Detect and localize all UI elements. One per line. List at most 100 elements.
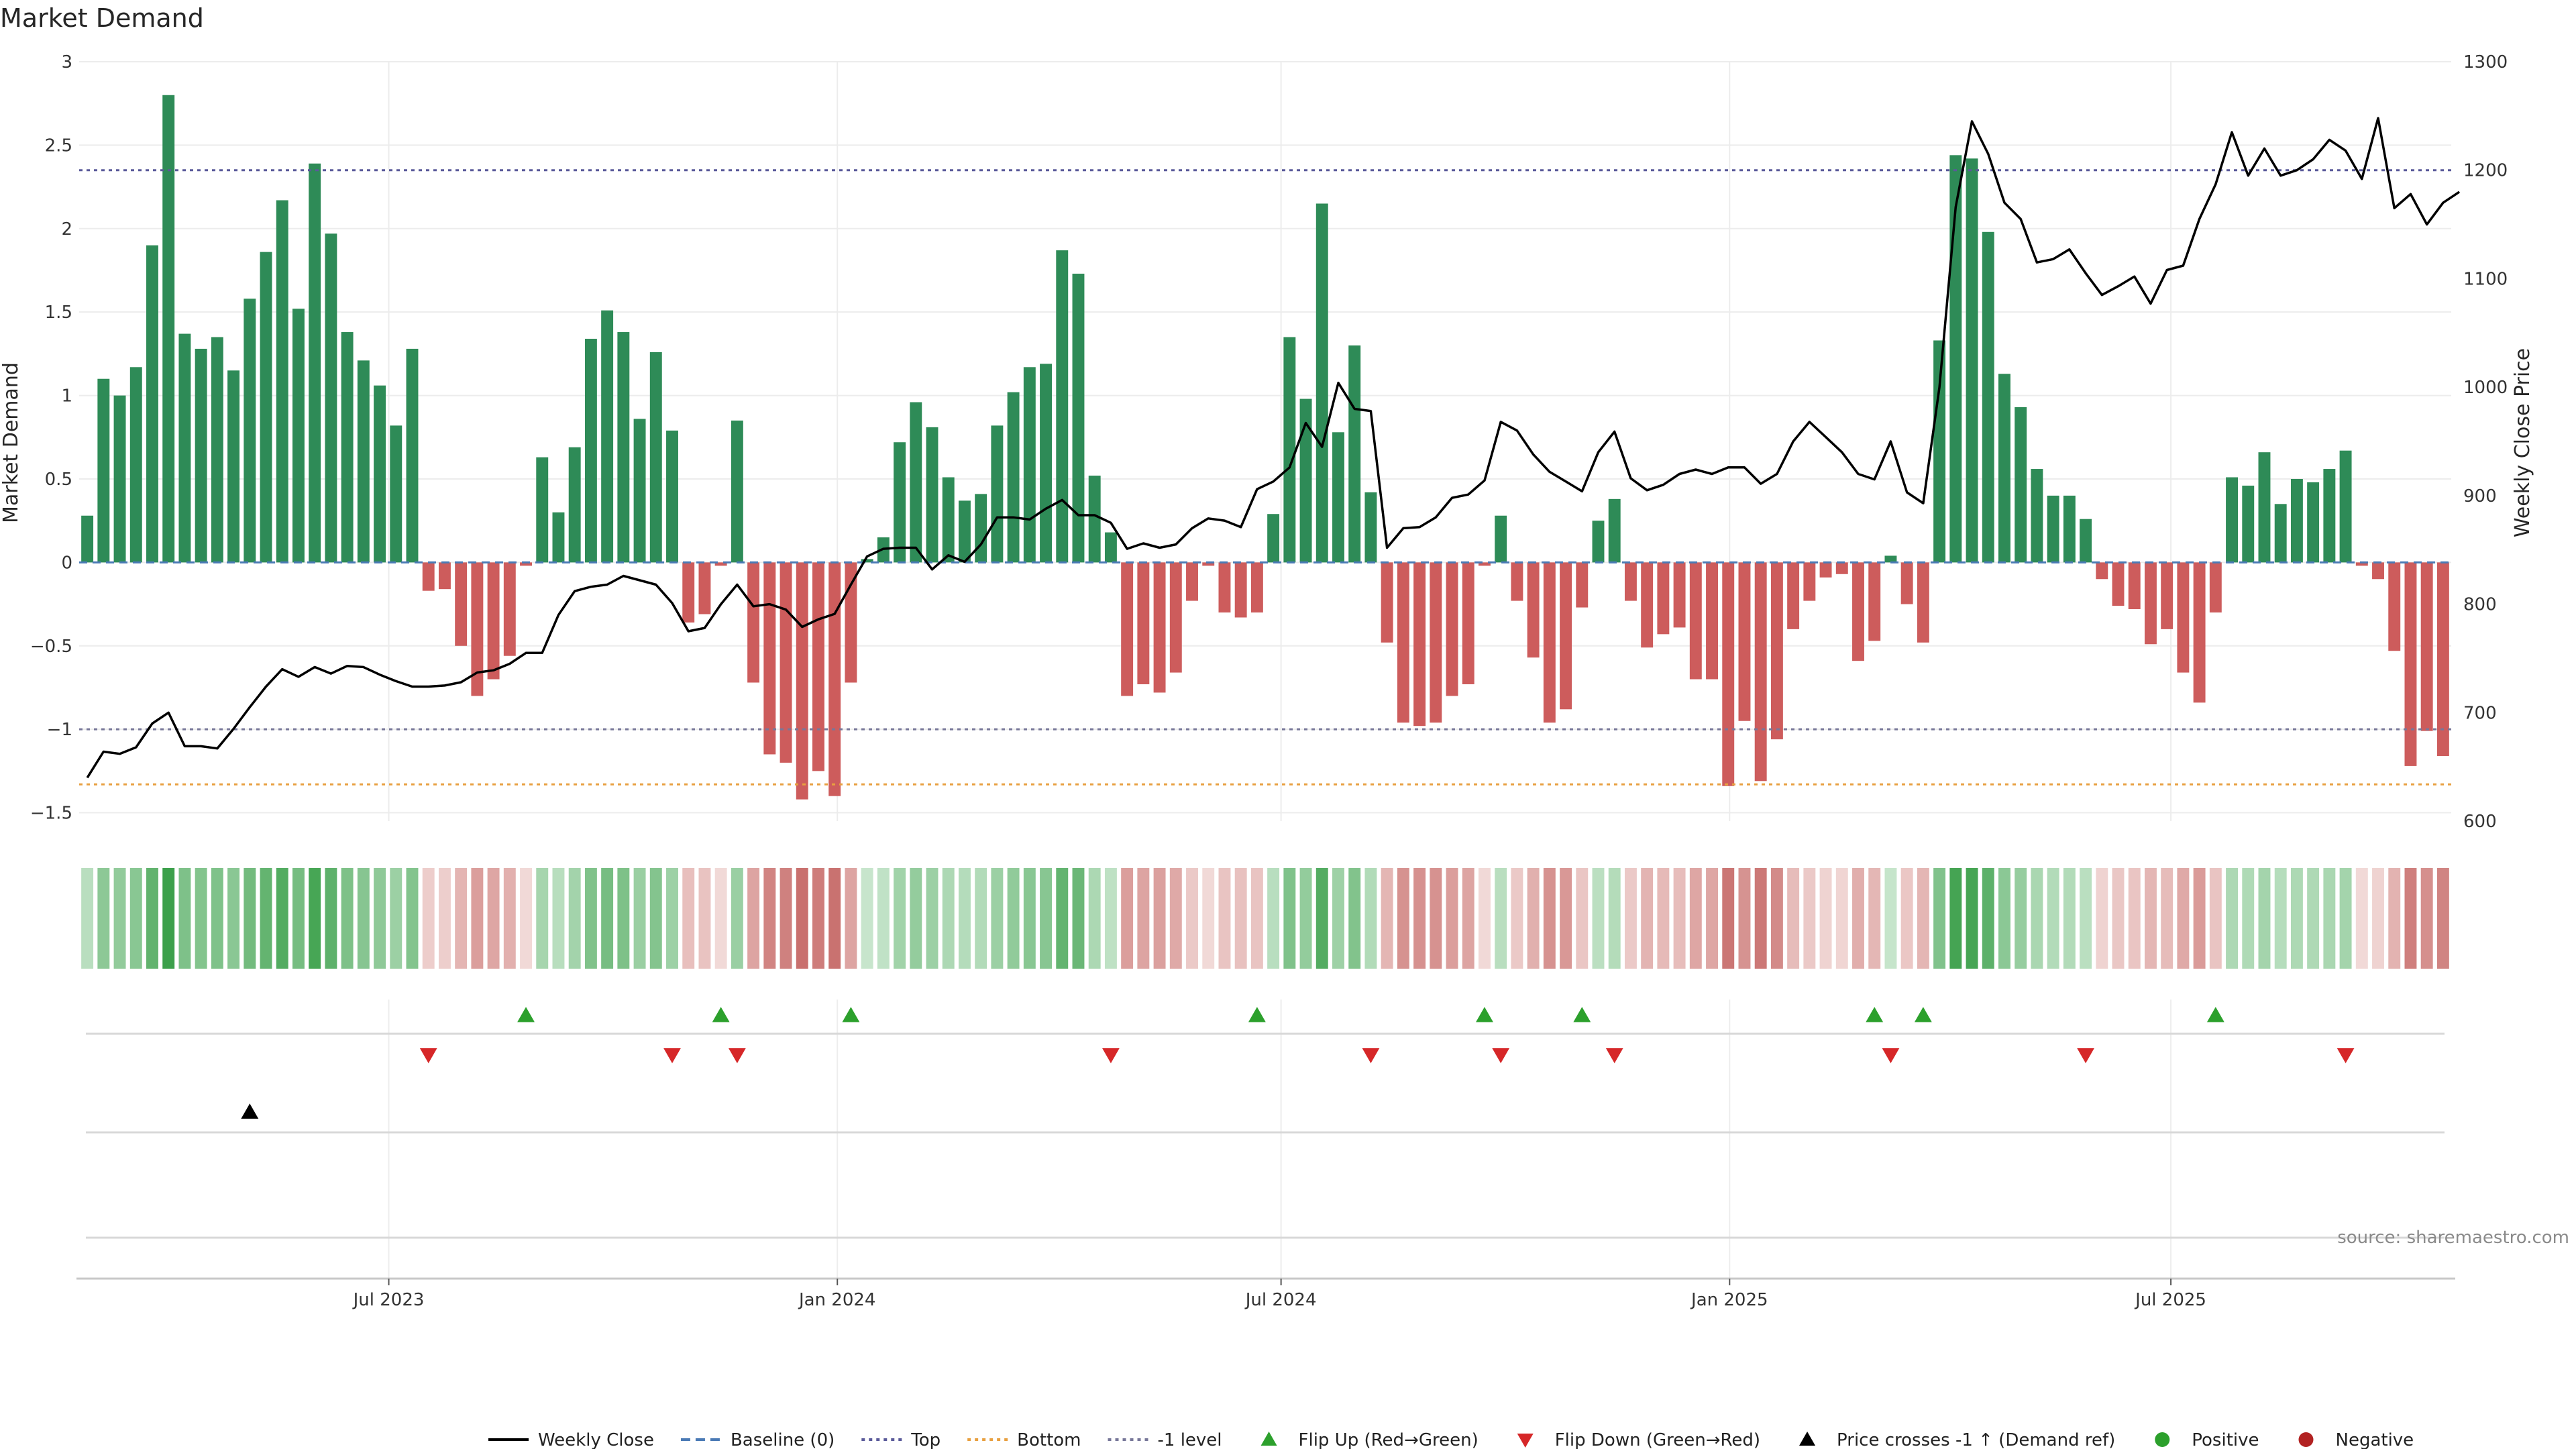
demand-bars	[81, 95, 2449, 800]
heatmap-cell	[1153, 868, 1166, 969]
heatmap-cell	[1234, 868, 1247, 969]
legend-item: Negative	[2298, 1430, 2414, 1449]
heatmap-cell	[374, 868, 386, 969]
demand-bar	[828, 562, 841, 796]
legend-label: Baseline (0)	[731, 1430, 835, 1449]
demand-bar	[894, 442, 906, 563]
heatmap-cell	[2339, 868, 2352, 969]
demand-bar	[2063, 495, 2076, 563]
demand-bar	[2144, 562, 2157, 645]
heatmap-cell	[2096, 868, 2108, 969]
demand-bar	[649, 352, 662, 563]
heatmap-cell	[1543, 868, 1556, 969]
heatmap-cell	[1803, 868, 1816, 969]
demand-bar	[2161, 562, 2174, 629]
demand-bar	[568, 447, 581, 563]
demand-bar	[1446, 562, 1458, 696]
heatmap-cell	[1608, 868, 1621, 969]
demand-bar	[1592, 521, 1605, 563]
demand-bar	[1738, 562, 1751, 721]
y2-tick-label: 600	[2463, 812, 2497, 832]
demand-bar	[1153, 562, 1166, 693]
x-tick-label: Jan 2025	[1690, 1290, 1768, 1310]
heatmap-cell	[2112, 868, 2125, 969]
demand-bar	[1495, 515, 1507, 563]
legend-label: Price crosses -1 ↑ (Demand ref)	[1837, 1430, 2115, 1449]
demand-bar	[1527, 562, 1540, 658]
y2-tick-label: 1100	[2463, 269, 2508, 289]
legend-label: Negative	[2336, 1430, 2414, 1449]
demand-bar	[503, 562, 516, 656]
y-tick-label: 0.5	[45, 470, 72, 490]
demand-bar	[747, 562, 760, 683]
heatmap-cell	[1884, 868, 1897, 969]
x-tick-label: Jul 2025	[2134, 1290, 2206, 1310]
flip-down-marker	[419, 1048, 437, 1063]
legend-label: -1 level	[1158, 1430, 1222, 1449]
heatmap-cell	[1852, 868, 1864, 969]
heatmap-cell	[2290, 868, 2303, 969]
heatmap-cell	[1560, 868, 1572, 969]
heatmap-cell	[487, 868, 500, 969]
legend-label: Top	[910, 1430, 941, 1449]
x-tick-label: Jul 2024	[1244, 1290, 1317, 1310]
heatmap-cell	[276, 868, 288, 969]
demand-bar	[1917, 562, 1929, 643]
demand-bar	[2436, 562, 2449, 756]
demand-bar	[1088, 476, 1101, 563]
heatmap-cell	[325, 868, 337, 969]
demand-bar	[2274, 504, 2287, 563]
demand-bar	[2258, 452, 2271, 563]
demand-bar	[1998, 374, 2010, 563]
demand-bar	[2015, 407, 2027, 563]
y-tick-label: 2	[61, 219, 72, 239]
heatmap-cell	[1186, 868, 1198, 969]
heatmap-cell	[2031, 868, 2043, 969]
heatmap-cell	[520, 868, 532, 969]
y2-tick-label: 1200	[2463, 161, 2508, 181]
flip-up-marker	[1248, 1007, 1266, 1022]
heatmap-cell	[1738, 868, 1751, 969]
heatmap-cell	[926, 868, 938, 969]
demand-bar	[1900, 562, 1913, 604]
heatmap-cell	[1088, 868, 1101, 969]
heatmap-cell	[1040, 868, 1053, 969]
heatmap-cell	[438, 868, 451, 969]
demand-bar	[2112, 562, 2125, 606]
heatmap-cell	[2209, 868, 2222, 969]
heatmap-cell	[2404, 868, 2417, 969]
demand-bar	[601, 310, 614, 563]
heatmap-cell	[1364, 868, 1377, 969]
y2-axis-label: Weekly Close Price	[2511, 348, 2534, 537]
demand-bar	[455, 562, 468, 646]
x-tick-label: Jul 2023	[352, 1290, 425, 1310]
demand-bar	[1316, 203, 1328, 563]
heatmap-cell	[649, 868, 662, 969]
demand-bar	[1040, 364, 1053, 563]
demand-bar	[1348, 345, 1361, 563]
heatmap-cell	[1917, 868, 1929, 969]
legend-item: Price crosses -1 ↑ (Demand ref)	[1799, 1430, 2115, 1449]
flip-up-marker	[1914, 1007, 1932, 1022]
demand-bar	[244, 299, 256, 563]
y-axis-label: Market Demand	[0, 362, 23, 523]
heatmap-cell	[568, 868, 581, 969]
demand-bar	[1169, 562, 1182, 673]
demand-bar	[1413, 562, 1426, 727]
demand-bar	[731, 420, 743, 563]
heatmap-cell	[1689, 868, 1702, 969]
chart-title: Market Demand	[0, 3, 204, 33]
heatmap-cell	[1007, 868, 1020, 969]
legend-swatch	[2298, 1432, 2314, 1447]
demand-bar	[1121, 562, 1134, 696]
heatmap-cell	[455, 868, 468, 969]
legend-label: Weekly Close	[538, 1430, 654, 1449]
demand-bar	[1478, 562, 1491, 566]
demand-bar	[698, 562, 711, 614]
y-tick-label: 0	[61, 553, 72, 573]
demand-bar	[1283, 337, 1296, 563]
demand-bar	[211, 337, 223, 563]
heatmap-cell	[1072, 868, 1085, 969]
y-tick-label: 3	[61, 52, 72, 72]
